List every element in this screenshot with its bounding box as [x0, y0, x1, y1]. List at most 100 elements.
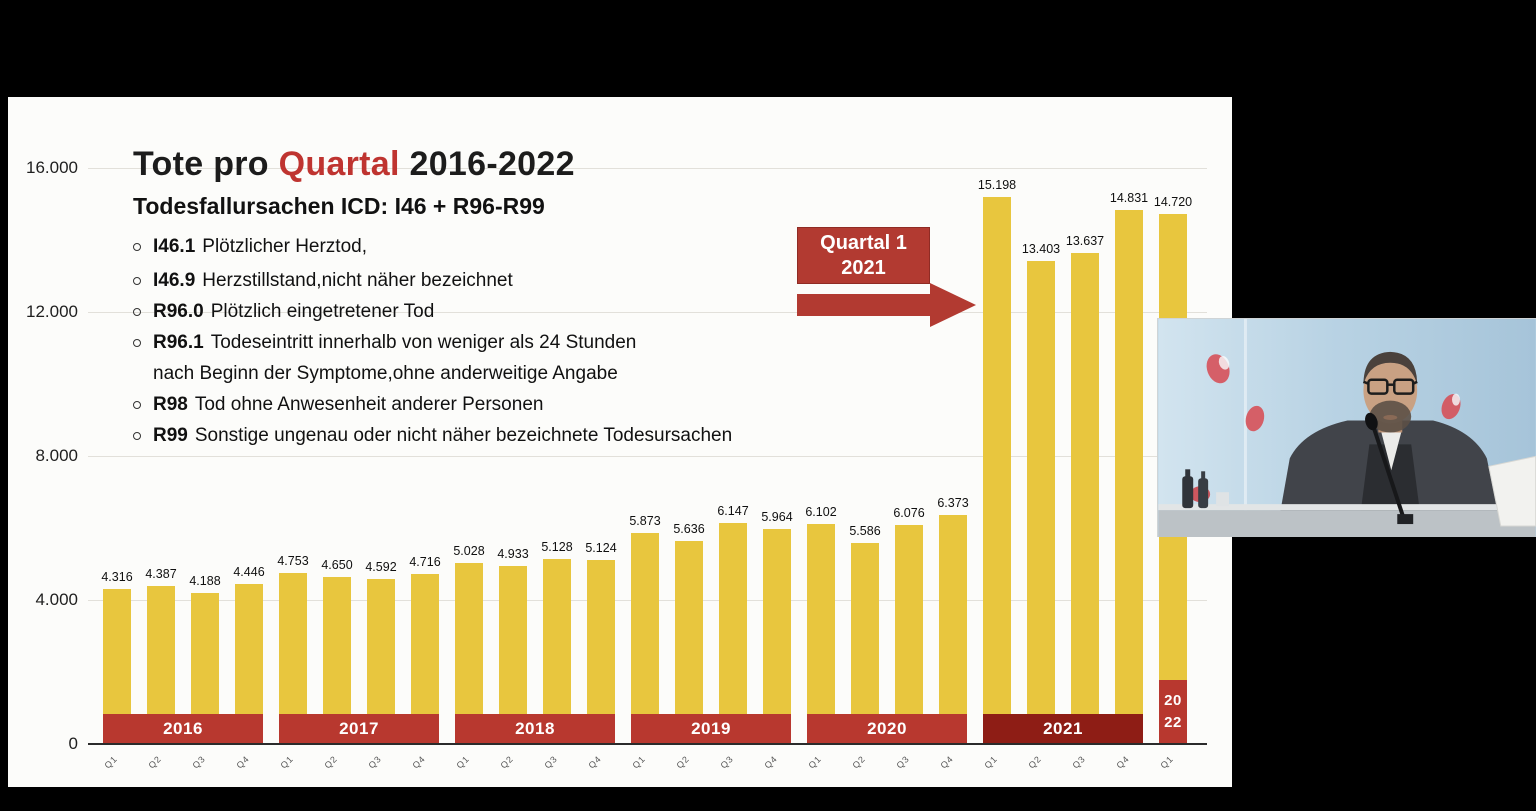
title-post: 2016-2022: [399, 145, 575, 183]
bar-value-label: 5.128: [541, 540, 573, 554]
icd-description: Plötzlich eingetretener Tod: [210, 301, 435, 322]
gridline: [88, 312, 1207, 313]
x-axis-tick-label: Q2: [498, 753, 516, 771]
bar-value-label: 15.198: [977, 178, 1017, 192]
bar: [631, 533, 659, 744]
x-axis-tick-label: Q3: [366, 753, 384, 771]
x-axis-tick-label: Q4: [938, 753, 956, 771]
x-axis-tick-label: Q2: [850, 753, 868, 771]
chart-header: Tote pro Quartal 2016-2022 Todesfallursa…: [133, 145, 773, 456]
year-band: 2019: [631, 714, 791, 744]
bar: [939, 515, 967, 744]
water-bottles: [1182, 469, 1230, 509]
bar-value-label: 13.403: [1021, 242, 1061, 256]
bar: [851, 543, 879, 744]
callout-line1: Quartal 1: [820, 231, 907, 254]
x-axis-tick-label: Q4: [586, 753, 604, 771]
x-axis-tick-label: Q1: [630, 753, 648, 771]
microphone-icon: [1365, 412, 1414, 525]
bar-value-label: 13.637: [1065, 234, 1105, 248]
bar-value-label: 4.446: [233, 565, 265, 579]
cup: [1216, 492, 1230, 507]
year-band: 2017: [279, 714, 439, 744]
icd-code: I46.1: [153, 236, 196, 257]
y-axis-tick-label: 8.000: [35, 446, 78, 465]
x-axis-tick-label: Q1: [278, 753, 296, 771]
bullet-item: R98 Tod ohne Anwesenheit anderer Persone…: [133, 394, 773, 416]
callout-box: Quartal 1 2021: [797, 227, 930, 284]
x-axis-tick-label: Q4: [410, 753, 428, 771]
bar-value-label: 6.373: [937, 496, 969, 510]
bar-value-label: 4.753: [277, 554, 309, 568]
x-axis-tick-label: Q3: [894, 753, 912, 771]
bar-value-label: 6.102: [805, 505, 837, 519]
title-highlight: Quartal: [278, 145, 400, 183]
icd-description: Plötzlicher Herztod,: [202, 236, 367, 257]
x-axis-tick-label: Q1: [454, 753, 472, 771]
bar: [543, 559, 571, 744]
bar: [1071, 253, 1099, 744]
banner-edge: [1243, 319, 1247, 537]
bar-value-label: 5.964: [761, 510, 793, 524]
bullet-item: R99 Sonstige ungenau oder nicht näher be…: [133, 425, 773, 447]
bar: [719, 523, 747, 744]
press-conference-video: [1158, 319, 1536, 537]
x-axis-tick-label: Q1: [806, 753, 824, 771]
mouth: [1383, 415, 1398, 421]
x-axis-tick-label: Q1: [982, 753, 1000, 771]
video-overlay: [1157, 318, 1536, 537]
x-axis-tick-label: Q2: [322, 753, 340, 771]
desk: [1158, 504, 1536, 537]
bullet-item: R96.0 Plötzlich eingetretener Tod: [133, 301, 773, 323]
icd-description: Herzstillstand,nicht näher bezeichnet: [202, 270, 513, 291]
bar-value-label: 4.188: [189, 574, 221, 588]
icd-description: Sonstige ungenau oder nicht näher bezeic…: [194, 425, 733, 446]
hair: [1363, 351, 1418, 385]
year-band: 2016: [103, 714, 263, 744]
bar: [455, 563, 483, 744]
year-band: 2018: [455, 714, 615, 744]
bar-value-label: 6.147: [717, 504, 749, 518]
bar-value-label: 5.028: [453, 544, 485, 558]
bullet-item: I46.9 Herzstillstand,nicht näher bezeich…: [133, 270, 773, 292]
bullet-item: I46.1 Plötzlicher Herztod,: [133, 236, 773, 258]
year-band: 20 22: [1159, 680, 1187, 744]
bar-value-label: 5.124: [585, 541, 617, 555]
x-axis-tick-label: Q1: [102, 753, 120, 771]
bar-value-label: 14.831: [1109, 191, 1149, 205]
bar: [983, 197, 1011, 744]
bar: [675, 541, 703, 744]
bar-value-label: 6.076: [893, 506, 925, 520]
x-axis-tick-label: Q4: [234, 753, 252, 771]
icd-description: Tod ohne Anwesenheit anderer Personen: [194, 394, 544, 415]
gridline: [88, 456, 1207, 457]
year-band-label: 22: [1164, 714, 1182, 731]
title-pre: Tote pro: [133, 145, 279, 183]
bar-value-label: 4.650: [321, 558, 353, 572]
icd-code: R98: [153, 394, 188, 415]
x-axis-tick-label: Q2: [1026, 753, 1044, 771]
bar-value-label: 4.316: [101, 570, 133, 584]
year-band: 2020: [807, 714, 967, 744]
bar-value-label: 4.387: [145, 567, 177, 581]
chart-title: Tote pro Quartal 2016-2022: [133, 145, 773, 184]
icd-description: Todeseintritt innerhalb von weniger als …: [210, 332, 637, 353]
bullet-item: R96.1 Todeseintritt innerhalb von wenige…: [133, 332, 773, 354]
bullet-marker-icon: [133, 432, 141, 440]
y-axis-tick-label: 4.000: [35, 590, 78, 609]
x-axis-tick-label: Q3: [718, 753, 736, 771]
bullet-marker-icon: [133, 243, 141, 251]
x-axis-tick-label: Q4: [1114, 753, 1132, 771]
y-axis-tick-label: 16.000: [26, 158, 78, 177]
bar: [807, 524, 835, 744]
icd-code-list: I46.1 Plötzlicher Herztod, I46.9 Herzsti…: [133, 236, 773, 447]
presentation-slide: 16.000 12.000 8.000 4.000 0 4.316 Q1 4.387 Q2 4.1…: [8, 97, 1232, 787]
bar-value-label: 5.586: [849, 524, 881, 538]
callout-arrow: [797, 294, 930, 316]
bullet-marker-icon: [133, 308, 141, 316]
icd-description-continued: nach Beginn der Symptome,ohne anderweiti…: [153, 363, 618, 384]
gridline: [88, 168, 1207, 169]
chart-subtitle: Todesfallursachen ICD: I46 + R96-R99: [133, 193, 545, 219]
bar: [587, 560, 615, 744]
